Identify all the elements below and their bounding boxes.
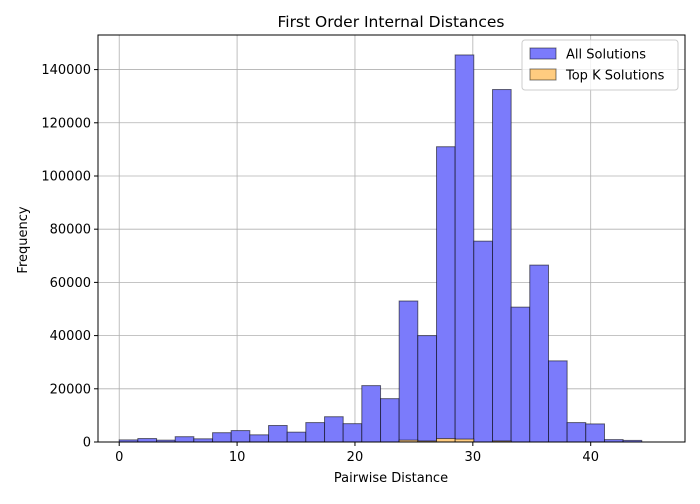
bar-all-solutions	[361, 385, 382, 443]
y-tick-label: 0	[83, 436, 91, 451]
bar-all-solutions	[230, 430, 251, 443]
x-axis-label: Pairwise Distance	[334, 471, 448, 486]
bar-all-solutions	[473, 240, 494, 443]
x-tick-label: 40	[582, 450, 599, 465]
bar-all-solutions	[137, 438, 158, 443]
plot-frame	[97, 34, 686, 443]
legend: All Solutions Top K Solutions	[521, 39, 679, 91]
legend-swatch-all-solutions	[529, 47, 557, 60]
chart-title: First Order Internal Distances	[277, 13, 504, 31]
y-tick-label: 100000	[41, 169, 91, 184]
bars	[118, 54, 643, 443]
x-tick-label: 0	[115, 450, 123, 465]
legend-label-top-k-solutions: Top K Solutions	[565, 69, 665, 84]
y-tick-label: 40000	[50, 329, 91, 344]
bar-all-solutions	[548, 360, 568, 443]
grid-lines	[98, 35, 685, 443]
legend-label-all-solutions: All Solutions	[566, 48, 646, 63]
y-tick-label: 60000	[50, 276, 91, 291]
x-tick-label: 10	[229, 450, 246, 465]
bar-all-solutions	[286, 431, 307, 443]
bar-all-solutions	[305, 422, 326, 443]
bar-all-solutions	[417, 335, 438, 443]
bar-all-solutions	[436, 146, 456, 443]
legend-swatch-top-k-solutions	[529, 68, 557, 81]
bar-all-solutions	[492, 89, 512, 443]
y-tick-label: 140000	[41, 63, 91, 78]
bar-all-solutions	[454, 54, 475, 443]
x-tick-label: 20	[347, 450, 364, 465]
y-tick-label: 80000	[50, 223, 91, 238]
bar-all-solutions	[268, 425, 288, 443]
y-axis-label: Frequency	[16, 206, 31, 273]
bar-all-solutions	[212, 432, 232, 443]
bar-all-solutions	[324, 416, 344, 443]
axis-ticks: 0 10 20 30 40 0 20000 40000 60000 80000 100000 1200…	[41, 63, 599, 465]
bar-all-solutions	[585, 423, 605, 443]
bar-all-solutions	[380, 398, 400, 443]
y-tick-label: 20000	[50, 382, 91, 397]
bar-all-solutions	[398, 300, 419, 443]
bar-all-solutions	[529, 264, 550, 443]
bar-all-solutions	[566, 422, 587, 443]
bar-all-solutions	[249, 434, 270, 443]
y-tick-label: 120000	[41, 116, 91, 131]
bar-all-solutions	[342, 423, 363, 443]
bar-top-k-solutions	[436, 438, 456, 443]
legend-frame	[521, 39, 679, 91]
bar-all-solutions	[510, 306, 531, 443]
bar-all-solutions	[174, 436, 195, 443]
x-tick-label: 30	[465, 450, 482, 465]
